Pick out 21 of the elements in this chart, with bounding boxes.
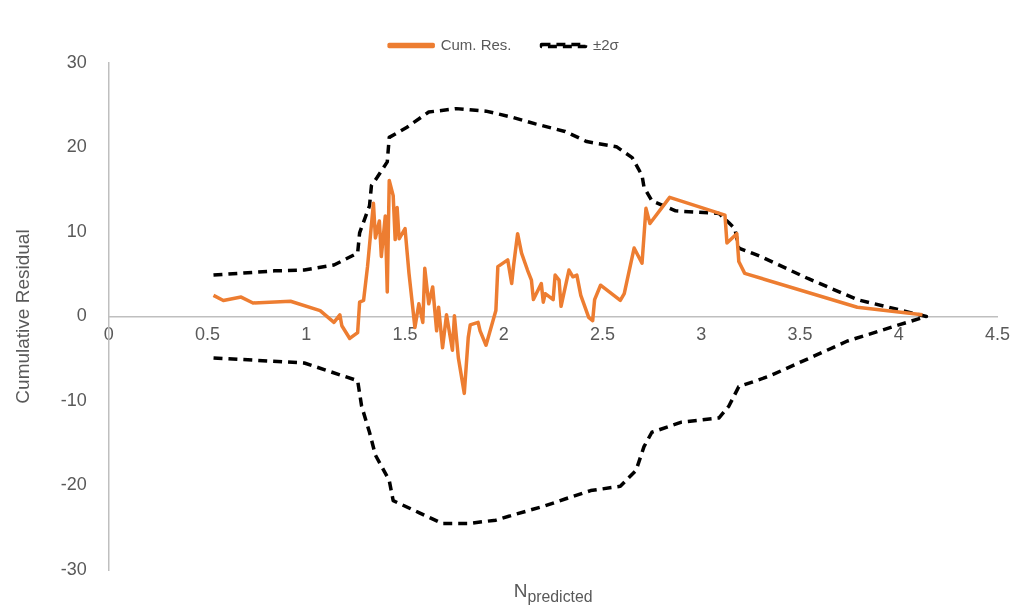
x-tick-label: 1 [301, 324, 312, 345]
legend-label: Cum. Res. [440, 35, 512, 53]
x-tick-label: 0 [103, 324, 114, 345]
y-tick-label: 30 [66, 51, 87, 72]
y-tick-label: 0 [76, 305, 87, 326]
y-tick-label: 20 [66, 136, 87, 157]
x-axis-title: N$_{predicted}$ [513, 580, 593, 606]
y-tick-label: -30 [60, 558, 87, 579]
x-tick-label: 4 [893, 324, 904, 345]
x-tick-label: 4.5 [984, 324, 1010, 345]
x-tick-label: 0.5 [195, 324, 221, 345]
y-tick-label: 10 [66, 220, 87, 241]
y-tick-label: -20 [60, 474, 87, 495]
x-tick-label: 1.5 [392, 324, 418, 345]
y-tick-label: -10 [60, 389, 87, 410]
legend-label: ±2σ [593, 35, 620, 53]
x-tick-label: 3 [696, 324, 707, 345]
y-axis-title: Cumulative Residual [11, 229, 33, 404]
x-tick-label: 2.5 [590, 324, 616, 345]
x-tick-label: 2 [498, 324, 509, 345]
x-tick-label: 3.5 [787, 324, 813, 345]
